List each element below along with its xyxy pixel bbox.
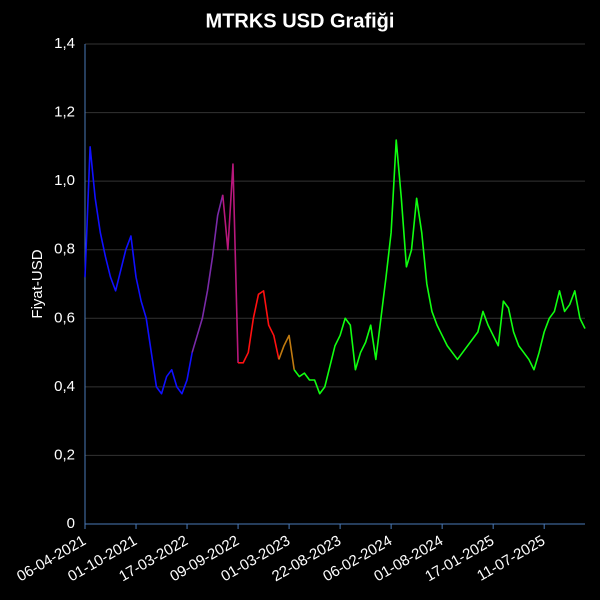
- price-line: [84, 146, 193, 395]
- y-tick-label: 1,0: [54, 172, 75, 189]
- chart-title: MTRKS USD Grafiği: [206, 10, 395, 32]
- y-axis-label: Fiyat-USD: [29, 249, 46, 318]
- price-line: [191, 194, 224, 353]
- price-line: [293, 139, 586, 395]
- y-tick-label: 1,2: [54, 104, 75, 121]
- price-line: [238, 290, 280, 364]
- y-tick-label: 0: [67, 515, 75, 532]
- y-tick-label: 1,4: [54, 35, 75, 52]
- price-line: [221, 163, 239, 363]
- y-tick-label: 0,6: [54, 309, 75, 326]
- y-tick-label: 0,4: [54, 378, 75, 395]
- y-tick-label: 0,2: [54, 446, 75, 463]
- y-tick-label: 0,8: [54, 241, 75, 258]
- price-line: [278, 334, 295, 370]
